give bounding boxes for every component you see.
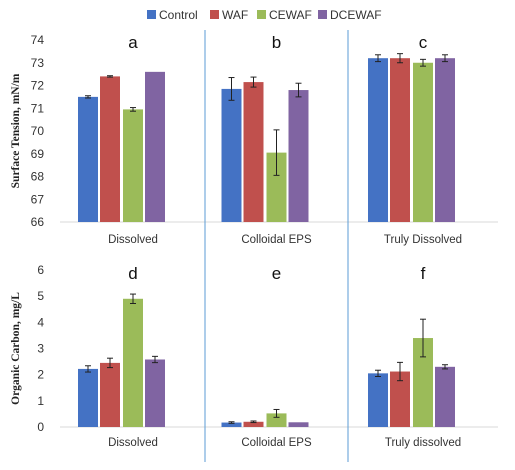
y-tick-label: 0 [37, 420, 44, 434]
bar-control [78, 97, 98, 222]
bar-cewaf [413, 63, 433, 222]
legend-label: Control [159, 8, 198, 22]
y-tick-label: 70 [31, 124, 45, 138]
bar-cewaf [123, 109, 143, 222]
bar-dcewaf [289, 90, 309, 222]
panel-letter: b [272, 33, 281, 52]
bar-cewaf [123, 299, 143, 427]
y-tick-label: 69 [31, 147, 45, 161]
bar-control [222, 89, 242, 222]
y-tick-label: 2 [37, 368, 44, 382]
legend-swatch [147, 10, 156, 19]
category-label: Colloidal EPS [241, 437, 312, 449]
y-tick-label: 1 [37, 394, 44, 408]
bar-waf [100, 76, 120, 222]
category-label: Colloidal EPS [241, 234, 312, 246]
bar-dcewaf [145, 72, 165, 222]
bar-dcewaf [435, 367, 455, 427]
panel-letter: e [272, 264, 281, 283]
y-tick-label: 73 [31, 56, 45, 70]
y-tick-label: 5 [37, 289, 44, 303]
surface-tension-chart: 66 67 68 69 70 71 72 73 74 Surface Tension, mN/m a… [10, 33, 498, 246]
panel-letter: c [419, 33, 428, 52]
bar-control [368, 373, 388, 427]
y-tick-label: 3 [37, 342, 44, 356]
y-tick-label: 74 [31, 33, 45, 47]
bar-dcewaf [145, 359, 165, 427]
bar-dcewaf [289, 422, 309, 427]
legend-swatch [257, 10, 266, 19]
panel-letter: d [128, 264, 137, 283]
panel-letter: a [128, 33, 138, 52]
bar-dcewaf [435, 58, 455, 222]
legend-label: WAF [222, 8, 248, 22]
bar-control [78, 369, 98, 427]
y-tick-label: 72 [31, 79, 45, 93]
panel-letter: f [421, 264, 426, 283]
y-tick-label: 67 [31, 192, 45, 206]
y-axis-label: Surface Tension, mN/m [10, 73, 22, 188]
bar-waf [100, 363, 120, 427]
legend-label: CEWAF [269, 8, 312, 22]
category-label: Dissolved [108, 437, 158, 449]
legend-swatch [318, 10, 327, 19]
y-axis-label: Organic Carbon, mg/L [10, 292, 22, 405]
y-tick-label: 68 [31, 170, 45, 184]
legend: Control WAF CEWAF DCEWAF [147, 8, 382, 22]
bar-control [368, 58, 388, 222]
legend-label: DCEWAF [330, 8, 382, 22]
bar-waf [244, 82, 264, 222]
y-tick-label: 66 [31, 215, 45, 229]
y-tick-label: 4 [37, 315, 44, 329]
category-label: Dissolved [108, 234, 158, 246]
category-label: Truly Dissolved [384, 234, 462, 246]
organic-carbon-chart: 0 1 2 3 4 5 6 Organic Carbon, mg/L d Dissolved e Co… [10, 263, 498, 449]
y-tick-label: 71 [31, 101, 45, 115]
y-tick-label: 6 [37, 263, 44, 277]
bar-waf [390, 58, 410, 222]
category-label: Truly dissolved [385, 437, 461, 449]
legend-swatch [210, 10, 219, 19]
